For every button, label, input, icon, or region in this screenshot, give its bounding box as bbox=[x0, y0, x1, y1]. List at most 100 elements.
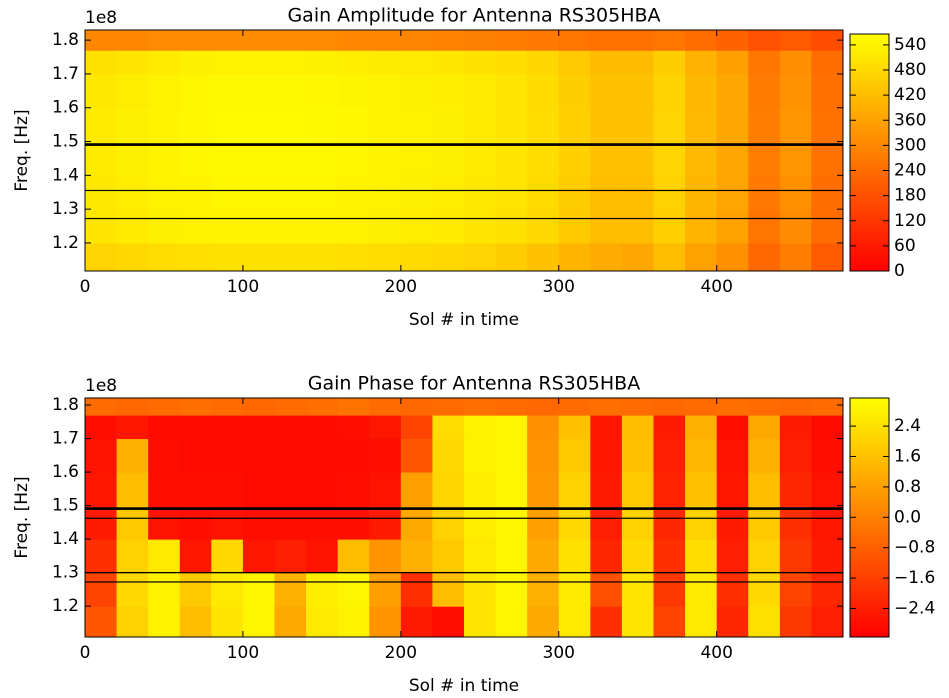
heatmap-cell bbox=[685, 572, 718, 607]
heatmap-cell bbox=[148, 415, 181, 440]
heatmap-cell bbox=[464, 30, 497, 51]
heatmap-cell bbox=[748, 572, 781, 607]
heatmap-cell bbox=[621, 242, 654, 272]
heatmap-cell bbox=[274, 398, 307, 416]
heatmap-cell bbox=[369, 438, 402, 473]
heatmap-cell bbox=[748, 606, 781, 638]
heatmap-cell bbox=[85, 572, 118, 607]
heatmap-cell bbox=[116, 73, 149, 109]
heatmap-cell bbox=[116, 398, 149, 416]
heatmap-cell bbox=[432, 505, 465, 540]
colorbar-tick-label: −2.4 bbox=[894, 599, 935, 619]
heatmap-cell bbox=[653, 107, 686, 143]
colorbar-tick-label: 0.8 bbox=[894, 477, 921, 497]
heatmap-cell bbox=[337, 242, 370, 272]
y-tick-label: 1.8 bbox=[52, 30, 79, 50]
heatmap-cell bbox=[116, 415, 149, 440]
colorbar-tick-label: 540 bbox=[894, 35, 926, 55]
heatmap-cell bbox=[716, 30, 749, 51]
heatmap-cell bbox=[211, 606, 244, 638]
heatmap-cell bbox=[495, 505, 528, 540]
heatmap-cell bbox=[432, 107, 465, 143]
heatmap-cell bbox=[653, 472, 686, 507]
heatmap-cell bbox=[337, 572, 370, 607]
heatmap-cell bbox=[653, 50, 686, 75]
heatmap-cell bbox=[811, 242, 844, 272]
heatmap-cell bbox=[432, 572, 465, 607]
heatmap-cell bbox=[242, 472, 275, 507]
heatmap-cell bbox=[400, 505, 433, 540]
heatmap-cell bbox=[685, 505, 718, 540]
heatmap-cell bbox=[179, 73, 212, 109]
heatmap-cell bbox=[779, 505, 812, 540]
colorbar-tick-label: −1.6 bbox=[894, 568, 935, 588]
heatmap-cell bbox=[179, 539, 212, 574]
heatmap-cell bbox=[432, 398, 465, 416]
heatmap-cell bbox=[211, 30, 244, 51]
heatmap-cell bbox=[337, 505, 370, 540]
heatmap-cell bbox=[432, 30, 465, 51]
heatmap-cell bbox=[685, 438, 718, 473]
heatmap-cell bbox=[748, 30, 781, 51]
heatmap-cell bbox=[337, 50, 370, 75]
heatmap-cell bbox=[811, 209, 844, 244]
heatmap-cell bbox=[653, 175, 686, 210]
heatmap-cell bbox=[337, 415, 370, 440]
heatmap-cell bbox=[211, 242, 244, 272]
heatmap-cell bbox=[716, 141, 749, 176]
heatmap-cell bbox=[211, 175, 244, 210]
y-tick-label: 1.4 bbox=[52, 529, 79, 549]
heatmap-cell bbox=[653, 398, 686, 416]
heatmap-cell bbox=[495, 539, 528, 574]
heatmap-cell bbox=[748, 50, 781, 75]
heatmap-cell bbox=[590, 415, 623, 440]
heatmap-cell bbox=[211, 472, 244, 507]
heatmap-cell bbox=[590, 438, 623, 473]
y-tick-label: 1.2 bbox=[52, 596, 79, 616]
heatmap-cell bbox=[306, 30, 339, 51]
y-tick-label: 1.5 bbox=[52, 496, 79, 516]
heatmap-cell bbox=[242, 73, 275, 109]
masked-band bbox=[85, 507, 843, 510]
heatmap-cell bbox=[464, 505, 497, 540]
chart-title: Gain Amplitude for Antenna RS305HBA bbox=[287, 5, 660, 27]
heatmap-cell bbox=[85, 415, 118, 440]
heatmap-cell bbox=[148, 539, 181, 574]
x-tick-label: 0 bbox=[80, 277, 91, 297]
heatmap-cell bbox=[527, 73, 560, 109]
heatmap-cell bbox=[242, 175, 275, 210]
heatmap-cell bbox=[464, 572, 497, 607]
heatmap-cell bbox=[779, 572, 812, 607]
heatmap-cell bbox=[116, 30, 149, 51]
chart-title: Gain Phase for Antenna RS305HBA bbox=[308, 373, 640, 395]
heatmap-cell bbox=[85, 30, 118, 51]
heatmap-cell bbox=[116, 175, 149, 210]
heatmap-cell bbox=[179, 30, 212, 51]
heatmap-cell bbox=[369, 242, 402, 272]
heatmap-cell bbox=[716, 73, 749, 109]
heatmap-cell bbox=[242, 242, 275, 272]
heatmap-cell bbox=[779, 438, 812, 473]
heatmap-cell bbox=[274, 572, 307, 607]
heatmap-cell bbox=[337, 107, 370, 143]
masked-band bbox=[85, 217, 843, 220]
heatmap-cell bbox=[653, 572, 686, 607]
heatmap-cell bbox=[811, 50, 844, 75]
heatmap-cell bbox=[274, 242, 307, 272]
heatmap-cell bbox=[527, 438, 560, 473]
x-axis-label: Sol # in time bbox=[409, 676, 519, 696]
heatmap-cell bbox=[337, 472, 370, 507]
heatmap-panel: 0 100 200 300 400 1.2 1.3 1.4 1.5 1.6 1.7 1.8 Gain P… bbox=[12, 373, 935, 697]
colorbar-tick-label: 480 bbox=[894, 60, 926, 80]
heatmap-cell bbox=[337, 73, 370, 109]
heatmap-cell bbox=[148, 175, 181, 210]
heatmap-cell bbox=[179, 242, 212, 272]
heatmap-cell bbox=[337, 438, 370, 473]
heatmap-cell bbox=[558, 209, 591, 244]
heatmap-cell bbox=[779, 242, 812, 272]
heatmap-cell bbox=[306, 398, 339, 416]
y-tick-label: 1.4 bbox=[52, 165, 79, 185]
heatmap-cell bbox=[590, 141, 623, 176]
heatmap-cell bbox=[369, 415, 402, 440]
